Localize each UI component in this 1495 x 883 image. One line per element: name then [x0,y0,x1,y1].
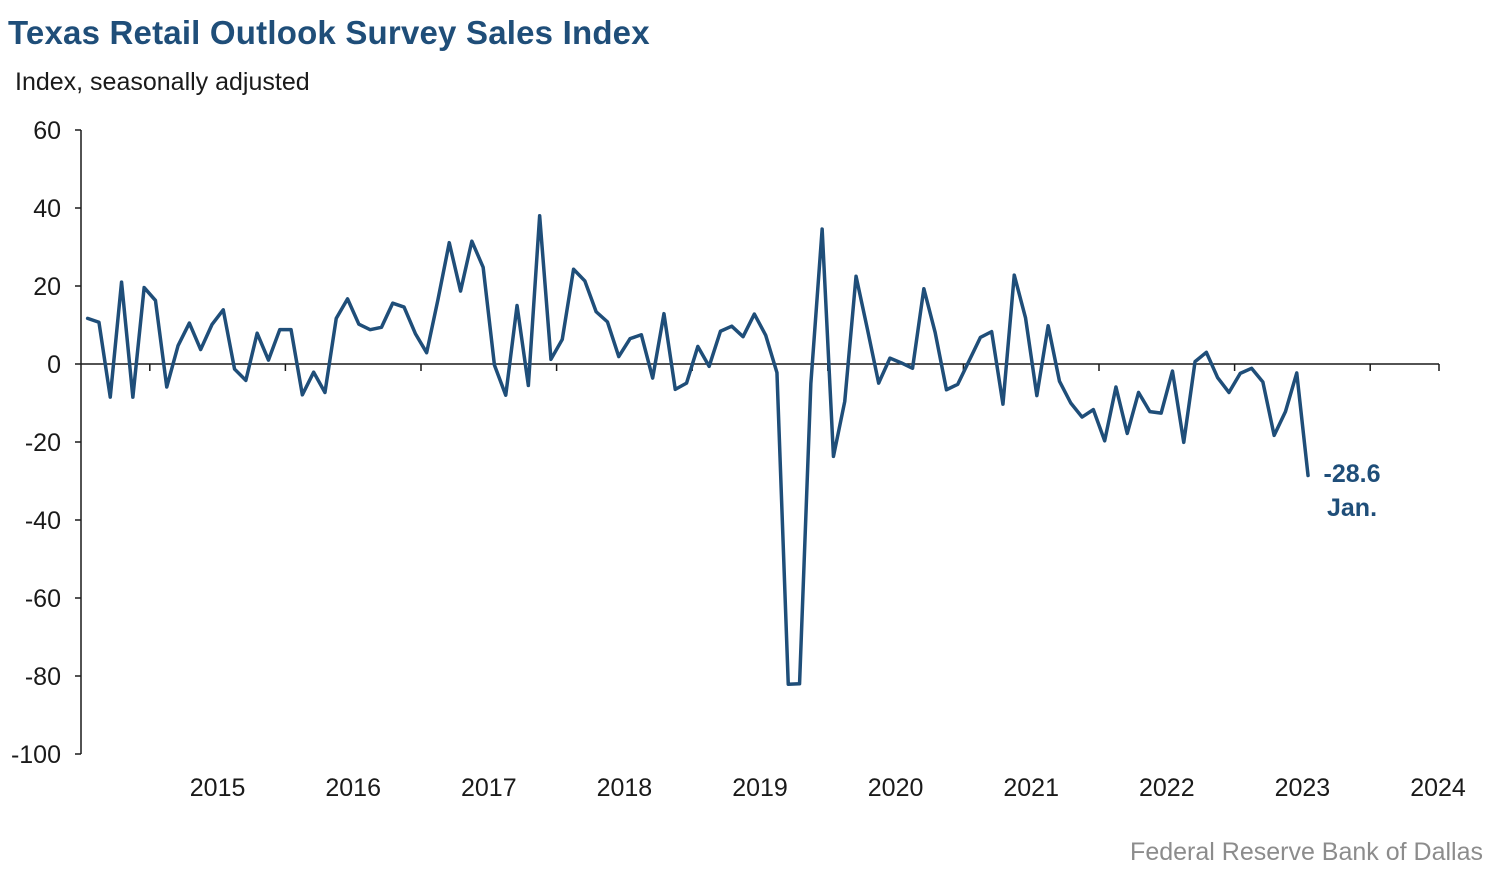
y-tick-label: -80 [25,663,61,691]
y-axis: 60 40 20 0 -20 -40 -60 -80 -100 [11,117,82,769]
y-tick-label: -100 [11,741,61,769]
x-tick-label: 2021 [1003,774,1059,802]
x-axis: 2015 2016 2017 2018 2019 2020 2021 2022 2023 2024 [81,363,1466,802]
y-tick-label: 0 [47,351,61,379]
series-line [85,214,1310,686]
annotation-month-label: Jan. [1327,494,1377,522]
y-tick-label: 60 [33,117,61,145]
x-tick-label: 2019 [732,774,788,802]
y-tick-label: 40 [33,195,61,223]
series-sales-index [85,214,1310,686]
last-value-annotation: -28.6 Jan. [1324,460,1381,522]
x-tick-label: 2022 [1139,774,1195,802]
x-tick-label: 2017 [461,774,517,802]
y-tick-label: -20 [25,429,61,457]
x-tick-label: 2020 [868,774,924,802]
y-tick-label: -60 [25,585,61,613]
y-tick-label: -40 [25,507,61,535]
chart-title: Texas Retail Outlook Survey Sales Index [8,14,650,51]
x-tick-label: 2024 [1410,774,1466,802]
x-tick-label: 2018 [597,774,653,802]
y-tick-label: 20 [33,273,61,301]
x-tick-label: 2015 [190,774,246,802]
annotation-value-label: -28.6 [1324,460,1381,488]
source-credit: Federal Reserve Bank of Dallas [1130,838,1483,866]
chart-subtitle: Index, seasonally adjusted [15,68,310,96]
x-tick-label: 2023 [1275,774,1331,802]
x-tick-label: 2016 [325,774,381,802]
